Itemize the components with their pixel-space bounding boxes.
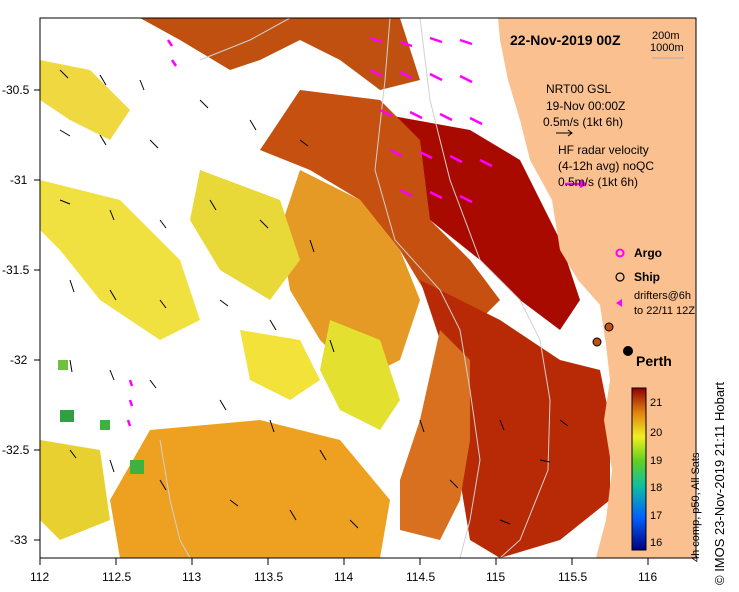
model-name: NRT00 GSL: [546, 82, 612, 96]
plot-frame: [39, 17, 697, 559]
x-tick-label: 114.5: [406, 570, 436, 584]
y-tick-label: -30.5: [2, 83, 30, 97]
drifter-symbol: [616, 299, 622, 307]
y-axis-ticks: [34, 89, 40, 541]
cb-tick: 17: [650, 510, 663, 522]
x-tick-label: 112: [30, 570, 50, 584]
cb-tick: 20: [650, 427, 663, 439]
y-tick-label: -32: [10, 353, 28, 367]
isobath-1000-label: 1000m: [650, 42, 684, 54]
legend-ship: Ship: [634, 270, 660, 284]
radar-title: HF radar velocity: [558, 143, 649, 157]
model-date: 19-Nov 00:00Z: [546, 99, 626, 113]
radar-avg: (4-12h avg) noQC: [558, 159, 655, 173]
legend-drifters-time: to 22/11 12Z: [634, 305, 695, 317]
colorbar-label: 4h comp, p50, All Sats: [690, 452, 702, 562]
x-axis-ticks: [39, 558, 649, 565]
x-tick-label: 113.5: [254, 570, 284, 584]
credit: © IMOS 23-Nov-2019 21:11 Hobart: [712, 382, 727, 585]
legend-drifters: drifters@6h: [634, 290, 692, 302]
radar-scale: 0.5m/s (1kt 6h): [558, 175, 639, 189]
map-title: 22-Nov-2019 00Z: [510, 32, 621, 48]
y-tick-label: -31: [10, 173, 28, 187]
x-tick-label: 113: [182, 570, 202, 584]
x-tick-label: 114: [334, 570, 354, 584]
x-tick-label: 115: [486, 570, 506, 584]
argo-symbol: [615, 248, 625, 258]
perth-label: Perth: [636, 353, 672, 369]
isobath-200-label: 200m: [652, 30, 680, 42]
model-scale-arrow: [556, 129, 573, 137]
cb-tick: 16: [650, 537, 663, 549]
radar-scale-arrow: [565, 179, 588, 189]
colorbar: [631, 387, 647, 551]
x-tick-label: 115.5: [558, 570, 588, 584]
radar-arrows: [126, 36, 493, 427]
cb-tick: 21: [650, 397, 663, 409]
y-tick-label: -33: [10, 533, 28, 547]
isobath-lines: [159, 17, 551, 559]
y-tick-label: -32.5: [2, 443, 30, 457]
cb-tick: 19: [650, 455, 663, 467]
perth-marker: [623, 346, 633, 356]
x-tick-label: 112.5: [102, 570, 132, 584]
ship-marker: [604, 322, 614, 332]
legend-argo: Argo: [634, 246, 662, 260]
velocity-arrows: [59, 69, 569, 529]
model-scale: 0.5m/s (1kt 6h): [543, 115, 624, 129]
cb-tick: 18: [650, 482, 663, 494]
ship-symbol: [615, 272, 625, 282]
sst-field: [40, 18, 610, 558]
ship-marker: [592, 337, 602, 347]
y-tick-label: -31.5: [2, 263, 30, 277]
x-tick-label: 116: [638, 570, 658, 584]
